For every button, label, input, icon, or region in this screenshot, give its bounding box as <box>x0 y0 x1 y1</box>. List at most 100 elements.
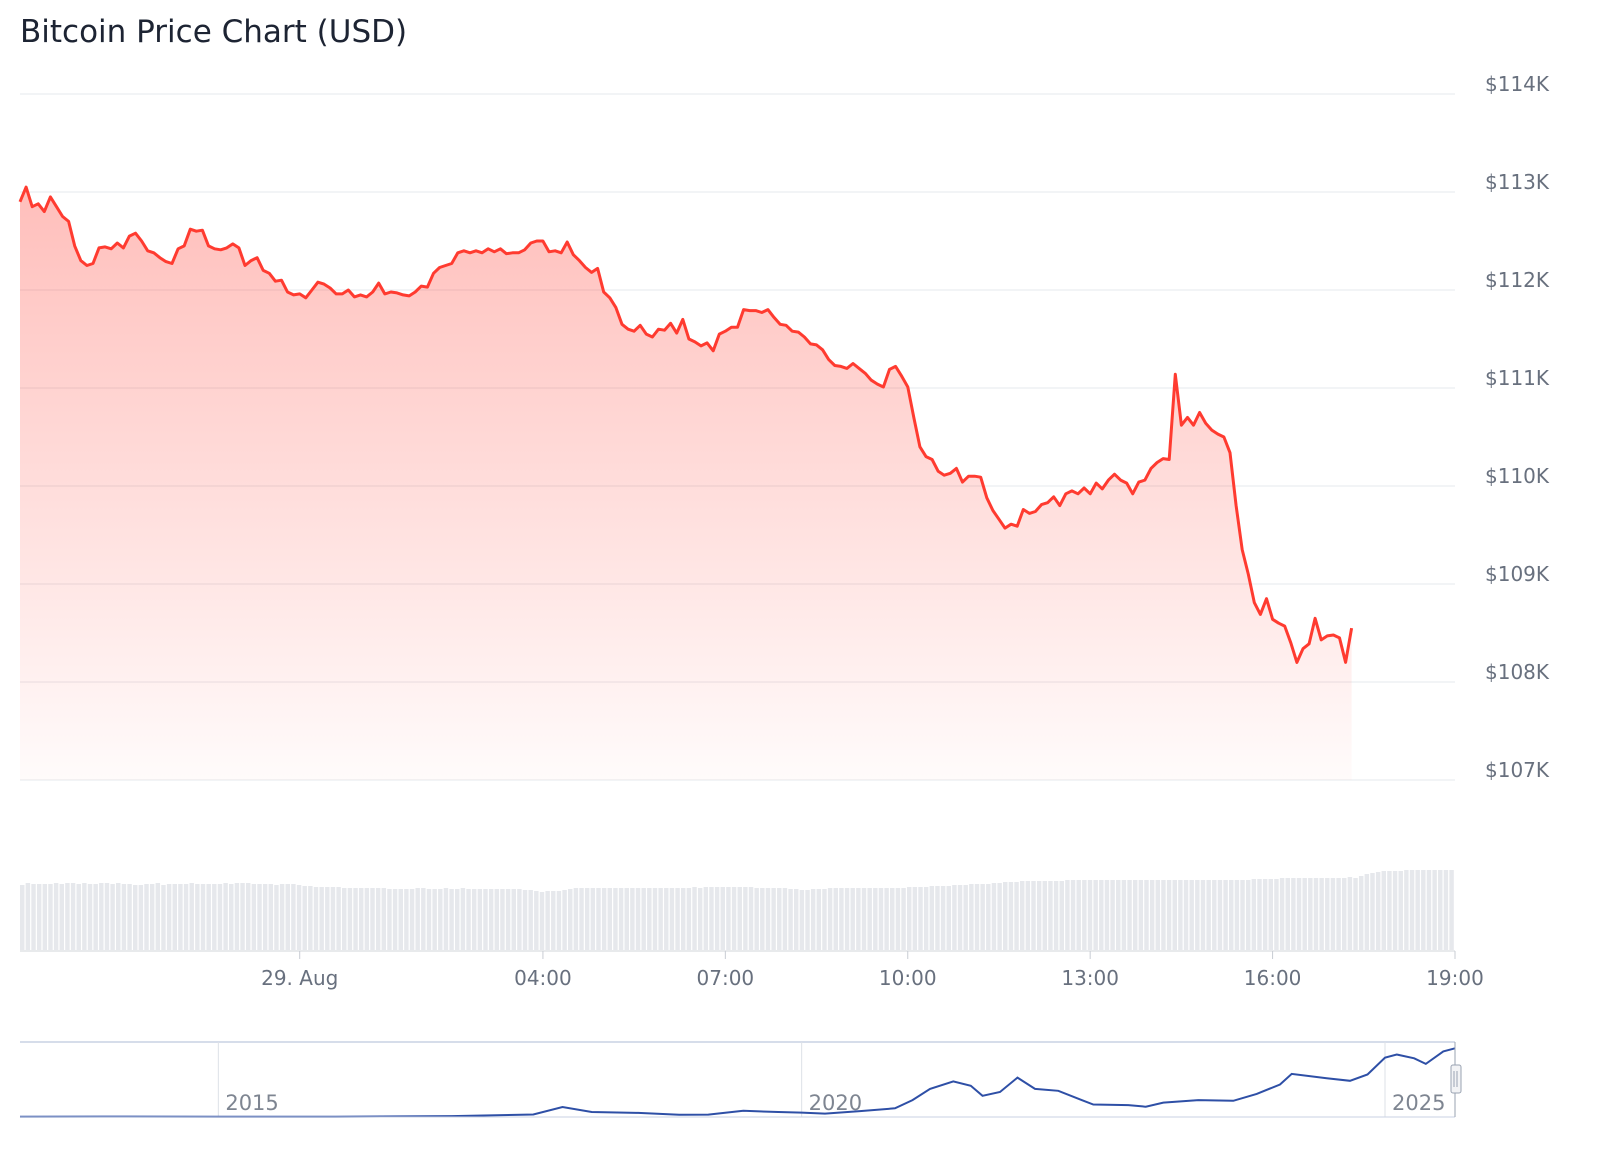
volume-bar <box>1370 873 1375 950</box>
volume-bar <box>460 888 466 950</box>
volume-bar <box>1421 870 1426 950</box>
volume-bar <box>1398 871 1403 950</box>
volume-bar <box>1336 878 1341 950</box>
price-series-line[interactable] <box>18 185 1354 664</box>
y-tick-label: $114K <box>1485 72 1550 96</box>
volume-bar <box>895 888 901 950</box>
volume-bar <box>1048 881 1053 950</box>
volume-bar <box>172 884 177 950</box>
volume-bar <box>189 883 194 950</box>
volume-bar <box>110 884 115 950</box>
volume-bar <box>856 888 861 950</box>
volume-bar <box>1138 880 1144 950</box>
volume-bar <box>517 889 522 950</box>
volume-bar <box>551 891 556 950</box>
volume-bar <box>1426 870 1432 950</box>
volume-bar <box>455 889 460 950</box>
volume-bar <box>618 888 624 950</box>
volume-bar <box>1127 880 1132 950</box>
volume-bar <box>70 883 76 950</box>
volume-bar <box>1251 879 1257 950</box>
volume-bar <box>929 886 935 950</box>
volume-bar <box>1375 872 1381 950</box>
volume-bar <box>274 885 279 950</box>
volume-bar <box>545 891 550 950</box>
volume-bar <box>1121 880 1127 950</box>
volume-bar <box>381 888 387 950</box>
volume-bar <box>1330 878 1336 950</box>
volume-bar <box>144 884 149 950</box>
volume-bar <box>1262 879 1268 950</box>
volume-bar <box>1183 880 1189 950</box>
volume-bar <box>1206 880 1211 950</box>
navigator-handle[interactable] <box>1450 1064 1462 1094</box>
volume-bar <box>794 889 799 950</box>
volume-bar <box>488 889 494 950</box>
volume-bar <box>1059 881 1064 950</box>
volume-bar <box>562 890 567 950</box>
volume-bar <box>1008 882 1014 950</box>
volume-bar <box>997 883 1002 950</box>
volume-bar <box>850 888 855 950</box>
x-tick-label: 04:00 <box>514 966 572 990</box>
volume-bar <box>635 888 641 950</box>
volume-bar <box>568 889 573 950</box>
navigator[interactable]: 2015 2020 2025 <box>19 1041 1462 1118</box>
volume-bar <box>810 889 816 950</box>
volume-bar <box>59 884 64 950</box>
volume-bar <box>251 884 257 950</box>
chart-title: Bitcoin Price Chart (USD) <box>20 14 408 50</box>
volume-bar <box>1268 879 1274 950</box>
volume-bar <box>31 884 36 950</box>
volume-bar <box>1387 871 1392 950</box>
volume-bar <box>1404 870 1409 950</box>
volume-bar <box>1070 880 1076 950</box>
volume-bar <box>1353 878 1358 950</box>
volume-bar <box>1291 878 1296 950</box>
volume-bar <box>511 889 516 950</box>
y-tick-label: $112K <box>1485 268 1550 292</box>
volume-bar <box>940 886 946 950</box>
volume-bar <box>178 884 183 950</box>
volume-bar <box>703 887 709 950</box>
volume-bar <box>844 888 850 950</box>
volume-bar <box>1347 877 1353 950</box>
price-line[interactable] <box>18 185 1354 664</box>
volume-bar <box>658 888 663 950</box>
volume-bar <box>1104 880 1110 950</box>
volume-bar <box>579 888 584 950</box>
volume-bar <box>155 883 161 950</box>
navigator-tick-label: 2015 <box>225 1091 278 1115</box>
volume-bar <box>392 889 398 950</box>
volume-bar <box>669 888 675 950</box>
volume-bar <box>754 888 759 950</box>
volume-bars <box>20 870 1455 952</box>
volume-bar <box>963 885 968 950</box>
volume-bar <box>601 888 607 950</box>
volume-bar <box>1036 881 1042 950</box>
y-tick-label: $110K <box>1485 464 1550 488</box>
volume-bar <box>1144 880 1149 950</box>
y-tick-label: $111K <box>1485 366 1550 390</box>
volume-bar <box>1358 876 1364 950</box>
volume-bar <box>1409 870 1415 950</box>
volume-bar <box>1099 880 1104 950</box>
volume-bar <box>471 889 477 950</box>
volume-bar <box>421 888 426 950</box>
volume-bar <box>500 889 505 950</box>
volume-bar <box>737 887 742 950</box>
volume-bar <box>234 883 240 950</box>
volume-bar <box>138 885 144 950</box>
volume-bar <box>1285 878 1290 950</box>
volume-bar <box>212 884 217 950</box>
volume-bar <box>353 888 358 950</box>
volume-bar <box>1274 879 1279 950</box>
volume-bar <box>731 887 737 950</box>
volume-bar <box>1155 880 1161 950</box>
volume-bar <box>313 887 319 950</box>
volume-bar <box>1443 870 1449 950</box>
volume-bar <box>1065 880 1070 950</box>
volume-bar <box>200 884 206 950</box>
volume-bar <box>777 888 782 950</box>
